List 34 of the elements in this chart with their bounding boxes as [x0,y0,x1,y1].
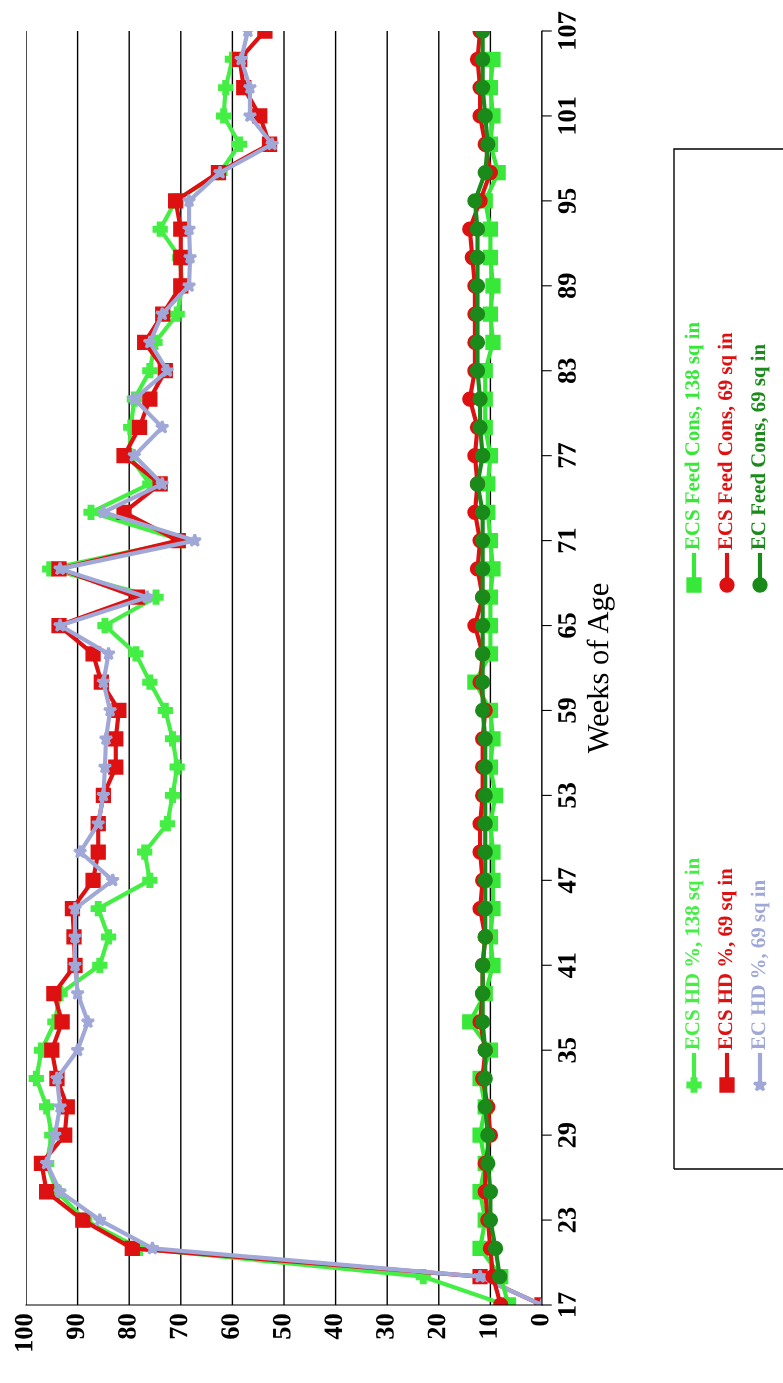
y-tick-label: 41 [558,953,576,979]
y-tick-label: 65 [558,613,576,638]
y-tick-label: 59 [558,698,576,723]
x-tick-label: 90 [66,1314,85,1339]
text: ECS HD %, 69 sq in [717,868,737,1050]
x-tick-label: 50 [272,1314,291,1339]
y-tick-label: 29 [558,1122,576,1148]
y-tick-label: 53 [558,783,576,808]
x-tick-label: 10 [479,1314,498,1338]
text: ECS Feed Cons, 138 sq in [684,322,704,550]
y-tick-label: 71 [558,528,576,553]
x-tick-label: 20 [427,1314,446,1339]
y-tick-label: 83 [558,358,576,384]
text: EC Feed Cons, 69 sq in [750,344,770,550]
x-tick-label: 70 [169,1314,188,1339]
x-tick-label: 0 [530,1314,549,1326]
y-tick-label: 101 [558,97,576,134]
y-tick-label: 35 [558,1037,576,1063]
y-tick-label: 107 [558,11,576,49]
x-tick-label: 40 [324,1314,343,1340]
x-tick-label: 60 [221,1314,240,1339]
y-tick-label: 89 [558,273,576,299]
x-tick-label: 80 [118,1314,136,1339]
text: ECS HD %, 138 sq in [684,858,704,1050]
y-tick-label: 47 [558,867,576,894]
y-tick-label: 95 [558,188,576,214]
y-tick-label: 17 [558,1292,576,1317]
text: ECS Feed Cons, 69 sq in [717,332,737,550]
x-tick-label: 100 [14,1314,33,1351]
x-tick-label: 30 [376,1314,394,1339]
y-tick-label: 23 [558,1207,576,1233]
text: EC HD %, 69 sq in [750,880,770,1050]
y-axis-title: Weeks of Age [586,583,615,754]
y-tick-label: 77 [558,443,576,468]
